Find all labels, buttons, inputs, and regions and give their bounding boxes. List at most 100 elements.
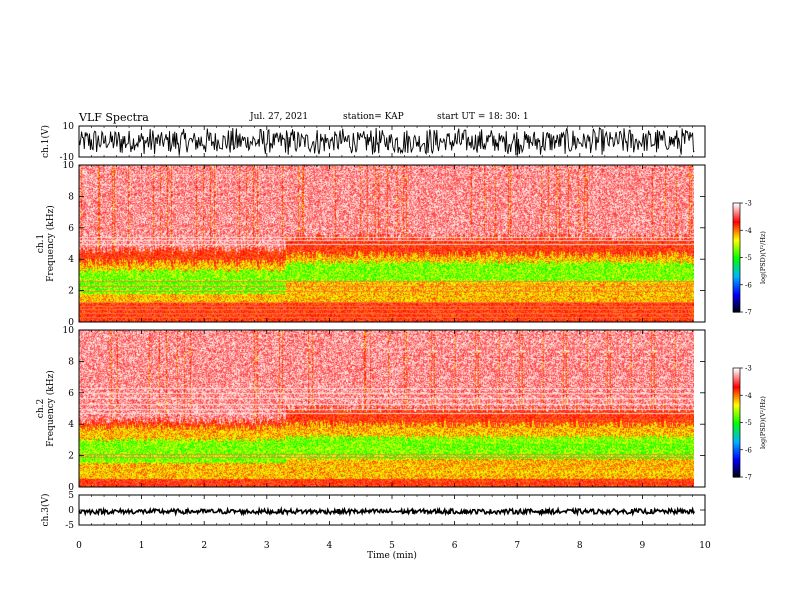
colorbar-segment <box>733 212 740 215</box>
colorbar-segment <box>733 233 740 237</box>
colorbar-segment <box>733 446 740 449</box>
y-tick-label: 6 <box>68 389 74 399</box>
colorbar-segment <box>733 406 740 409</box>
colorbar-segment <box>733 293 740 297</box>
y-tick-label: 0 <box>68 318 74 328</box>
colorbar-segment <box>733 427 740 431</box>
colorbar-segment <box>733 411 740 415</box>
colorbar-segment <box>733 244 740 248</box>
colorbar-segment <box>733 208 740 211</box>
colorbar-segment <box>733 302 740 306</box>
colorbar-tick-label: -4 <box>745 227 752 235</box>
x-axis-label: Time (min) <box>367 550 417 561</box>
y-tick-label: 2 <box>68 287 74 297</box>
colorbar-segment <box>733 304 740 308</box>
colorbar-segment <box>733 288 740 291</box>
colorbar-segment <box>733 407 740 411</box>
colorbar-tick-label: -5 <box>745 254 752 262</box>
colorbar-segment <box>733 384 740 387</box>
colorbar-segment <box>733 429 740 433</box>
colorbar-segment <box>733 215 740 219</box>
colorbar-segment <box>733 437 740 440</box>
figure-title: VLF Spectra <box>79 111 149 124</box>
x-tick-label: 1 <box>139 541 145 551</box>
ylabel-ch1-wave: ch.1(V) <box>40 125 51 158</box>
colorbar-segment <box>733 306 740 309</box>
colorbar-segment <box>733 400 740 404</box>
x-tick-label: 6 <box>452 541 458 551</box>
colorbar-segment <box>733 377 740 380</box>
y-tick-label: 0 <box>68 506 74 516</box>
colorbar-segment <box>733 467 740 471</box>
colorbar-segment <box>733 286 740 289</box>
colorbar-segment <box>733 230 740 233</box>
colorbar-segment <box>733 466 740 469</box>
y-tick-label: 4 <box>68 255 74 265</box>
y-tick-label: 10 <box>63 326 75 336</box>
colorbar-segment <box>733 308 740 311</box>
colorbar-segment <box>733 253 740 257</box>
colorbar-segment <box>733 415 740 418</box>
colorbar-segment <box>733 250 740 253</box>
colorbar-segment <box>733 282 740 286</box>
colorbar-segment <box>733 275 740 279</box>
colorbar-segment <box>733 284 740 288</box>
x-tick-label: 8 <box>577 541 583 551</box>
colorbar-tick-label: -3 <box>745 200 752 208</box>
colorbar-segment <box>733 299 740 302</box>
station-label: station= KAP <box>343 112 404 122</box>
colorbar-segment <box>733 270 740 273</box>
colorbar-segment <box>733 457 740 460</box>
colorbar-segment <box>733 371 740 375</box>
y-tick-label: 10 <box>63 122 75 132</box>
colorbar-tick-label: -6 <box>745 446 752 454</box>
colorbar-segment <box>733 237 740 240</box>
colorbar-segment <box>733 310 740 313</box>
colorbar-segment <box>733 382 740 385</box>
colorbar-segment <box>733 239 740 242</box>
colorbar-segment <box>733 235 740 239</box>
colorbar-segment <box>733 433 740 436</box>
colorbar-segment <box>733 232 740 235</box>
colorbar-segment <box>733 447 740 451</box>
colorbar-segment <box>733 397 740 400</box>
colorbar-segment <box>733 368 740 371</box>
colorbar-segment <box>733 413 740 416</box>
colorbar-segment <box>733 404 740 407</box>
colorbar-segment <box>733 393 740 396</box>
colorbar-segment <box>733 442 740 445</box>
colorbar-segment <box>733 210 740 213</box>
colorbar-segment <box>733 418 740 422</box>
colorbar-segment <box>733 373 740 376</box>
colorbar-segment <box>733 266 740 269</box>
colorbar-segment <box>733 262 740 266</box>
colorbar-segment <box>733 301 740 304</box>
colorbar-segment <box>733 431 740 434</box>
colorbar-tick-label: -7 <box>745 474 752 482</box>
colorbar-segment <box>733 203 740 206</box>
colorbar-segment <box>733 471 740 474</box>
ylabel-ch2-spec: ch.2 <box>36 399 46 418</box>
colorbar-tick-label: -3 <box>745 365 752 373</box>
colorbar-segment <box>733 426 740 429</box>
colorbar-segment <box>733 417 740 420</box>
x-tick-label: 3 <box>264 541 270 551</box>
colorbar-segment <box>733 387 740 391</box>
colorbar-segment <box>733 475 740 478</box>
colorbar-segment <box>733 228 740 231</box>
colorbar-segment <box>733 219 740 222</box>
x-tick-label: 4 <box>327 541 333 551</box>
colorbar-segment <box>733 424 740 427</box>
y-tick-label: 0 <box>68 483 74 493</box>
colorbar-label: log(PSD)(V²/Hz) <box>759 396 767 449</box>
colorbar-segment <box>733 264 740 268</box>
waveform-line-ch3 <box>78 506 696 517</box>
y-tick-label: -10 <box>60 153 75 163</box>
colorbar-segment <box>733 395 740 398</box>
colorbar-segment <box>733 255 740 259</box>
colorbar-segment <box>733 440 740 444</box>
x-tick-label: 10 <box>699 541 711 551</box>
colorbar-segment <box>733 281 740 284</box>
colorbar-segment <box>733 224 740 228</box>
colorbar-segment <box>733 206 740 210</box>
